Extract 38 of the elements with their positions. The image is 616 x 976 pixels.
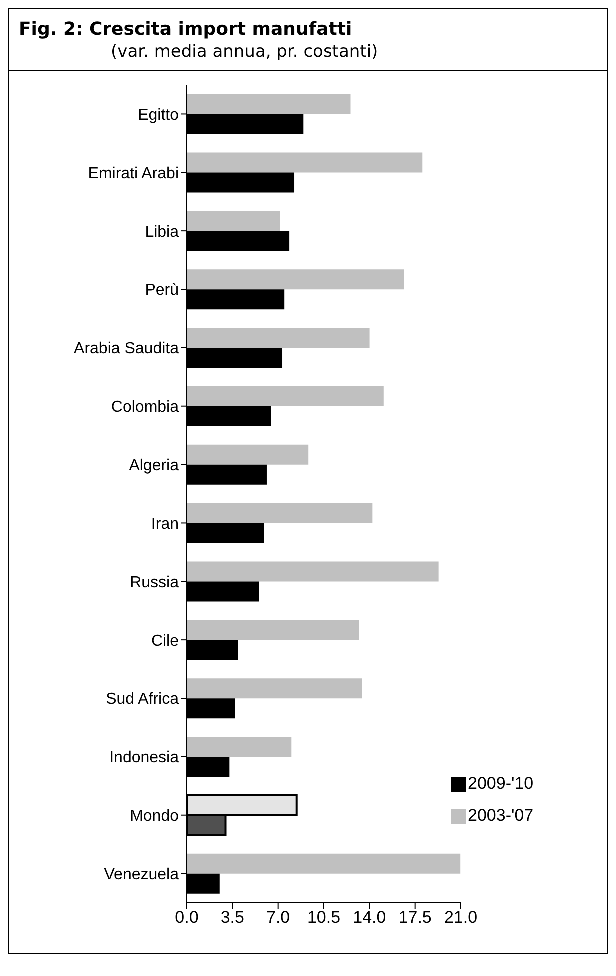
bar <box>187 737 292 758</box>
bar <box>187 94 351 114</box>
y-tick-label: Algeria <box>129 457 180 474</box>
y-tick-label: Sud Africa <box>106 691 180 708</box>
y-tick-label: Perù <box>145 282 179 300</box>
y-tick-label: Colombia <box>111 399 180 416</box>
y-tick-label: Arabia Saudita <box>74 340 180 358</box>
y-tick-label: Libia <box>145 224 180 241</box>
x-tick-label: 0.0 <box>175 908 199 928</box>
y-tick-label: Venezuela <box>104 866 180 884</box>
y-tick-label: Iran <box>151 516 179 533</box>
bar <box>187 678 362 699</box>
x-tick-label: 3.5 <box>220 908 244 928</box>
bar <box>187 270 404 290</box>
y-tick-label: Mondo <box>130 808 180 826</box>
chart-subtitle: (var. media annua, pr. costanti) <box>110 42 380 62</box>
x-tick-label: 7.0 <box>266 908 290 928</box>
y-tick-label: Indonesia <box>110 750 180 767</box>
x-tick-label: 10.5 <box>307 908 341 928</box>
x-tick-label: 21.0 <box>444 908 478 928</box>
legend-label: 2009-'10 <box>468 774 534 794</box>
bar <box>187 211 280 232</box>
bar <box>187 620 360 640</box>
y-tick-label: Russia <box>130 574 180 592</box>
bar <box>187 562 439 582</box>
bar <box>187 444 309 465</box>
bar <box>187 503 373 524</box>
x-tick-label: 17.5 <box>398 908 432 928</box>
y-tick-label: Cile <box>151 632 180 650</box>
bar <box>187 152 423 173</box>
bar <box>187 328 370 348</box>
y-tick-label: Egitto <box>138 106 180 124</box>
y-tick-label: Emirati Arabi <box>88 165 179 182</box>
bar <box>187 386 384 406</box>
x-tick-label: 14.0 <box>353 908 386 928</box>
legend-label: 2003-'07 <box>468 806 534 826</box>
chart-title: Fig. 2: Crescita import manufatti <box>19 19 354 40</box>
bar <box>187 854 461 874</box>
